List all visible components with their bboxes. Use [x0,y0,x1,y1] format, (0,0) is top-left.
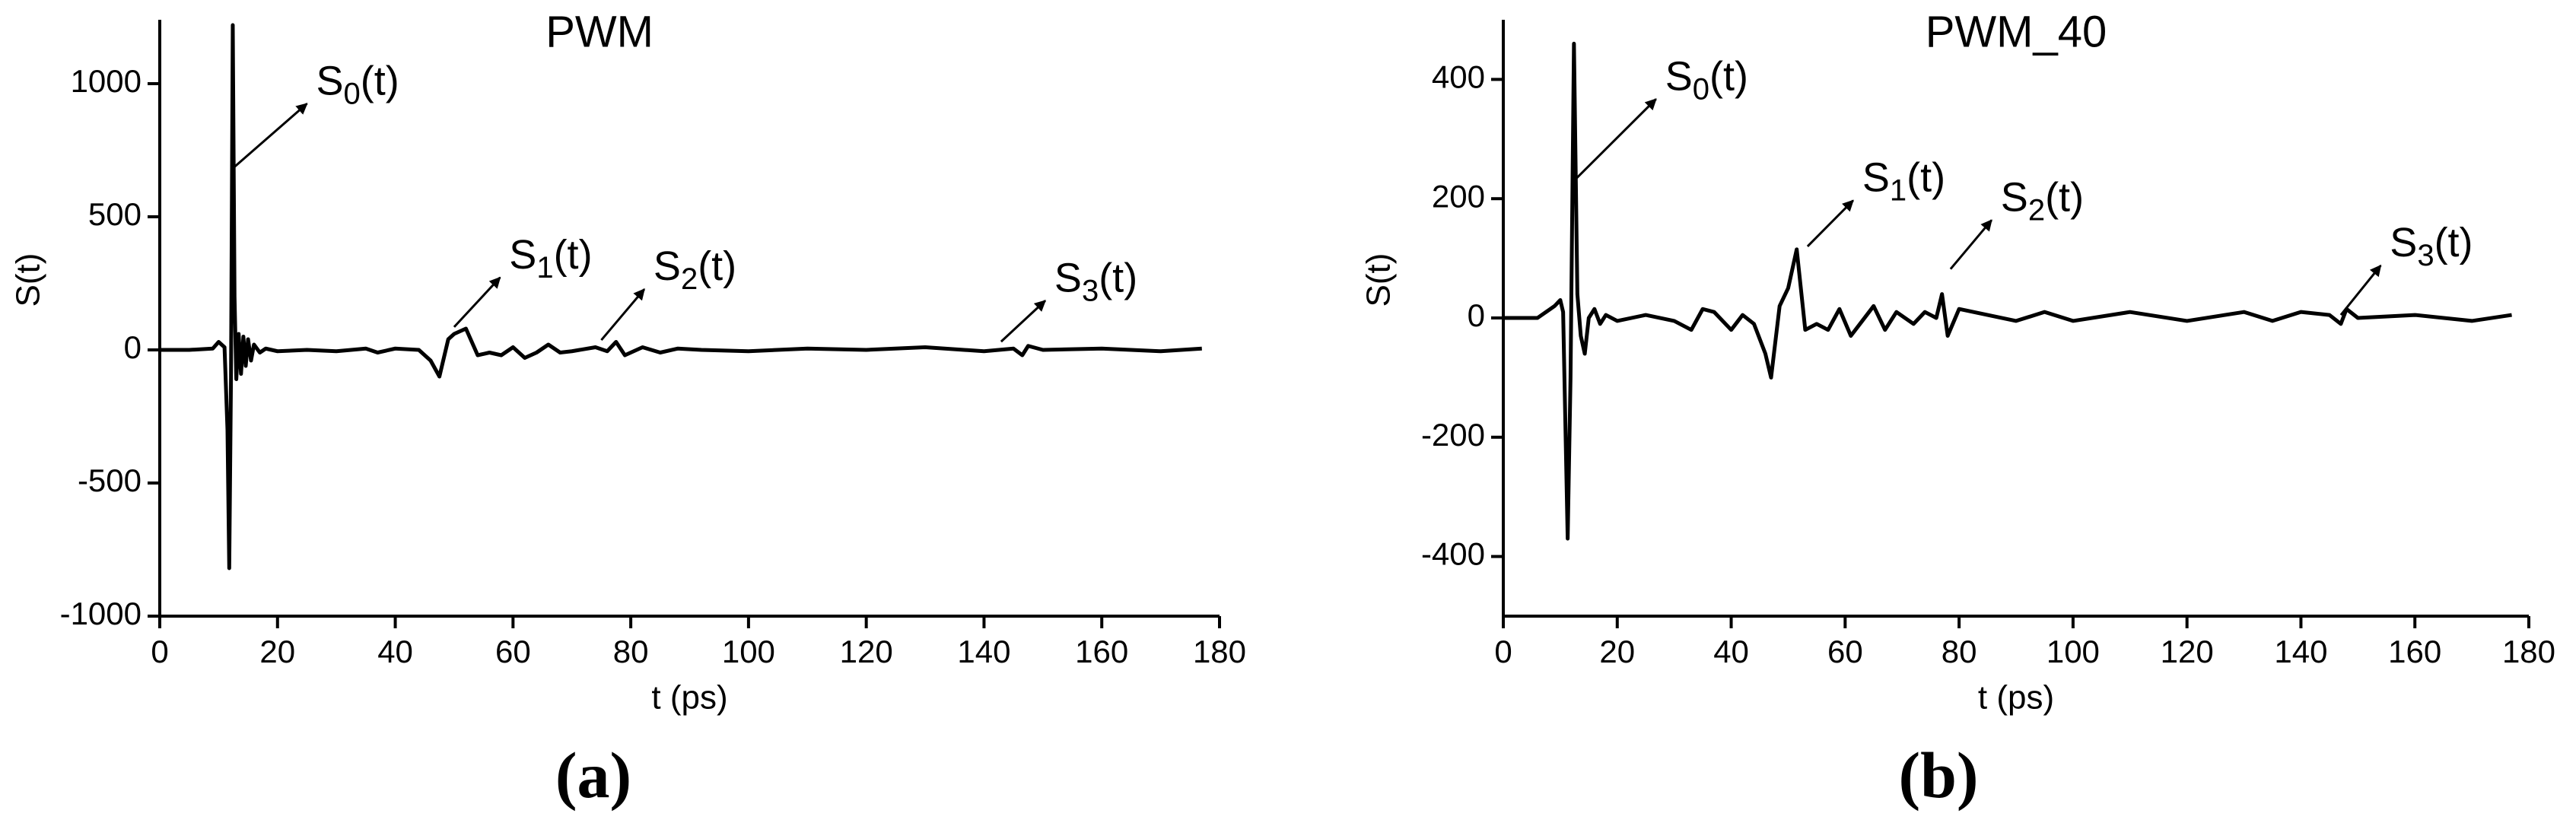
chart-title: PWM [545,7,654,56]
annotation-arrow [231,103,308,170]
x-tick-label: 40 [377,634,413,669]
annotation-subscript: 2 [681,262,698,296]
annotation-arrow [1949,219,1992,270]
x-tick-label: 120 [2161,634,2214,669]
x-tick-label: 100 [722,634,775,669]
annotation-arrow [453,276,501,328]
annotation-subscript: 1 [1890,174,1907,208]
annotation-suffix: (t) [2045,174,2084,220]
annotation-base: S [316,58,343,103]
x-tick-label: 180 [2502,634,2555,669]
annotation-suffix: (t) [1907,155,1945,201]
y-tick-label: 0 [1468,297,1485,333]
x-tick-label: 20 [1599,634,1635,669]
annotation-arrow [1806,199,1854,247]
signal-line [160,23,1202,570]
annotation-base: S [2001,174,2028,220]
x-tick-label: 80 [613,634,649,669]
annotation-subscript: 3 [2417,239,2434,272]
y-tick-label: -400 [1421,536,1485,572]
y-tick-label: 0 [124,329,142,365]
x-axis-label: t (ps) [1978,679,2054,717]
x-tick-label: 180 [1193,634,1246,669]
y-tick-label: -200 [1421,417,1485,453]
annotation-label: S2(t) [2001,174,2084,227]
annotation-suffix: (t) [554,232,593,278]
y-tick-label: 200 [1432,178,1485,214]
annotation-suffix: (t) [361,58,399,103]
x-tick-label: 160 [1075,634,1128,669]
x-tick-label: 60 [495,634,531,669]
y-tick-label: 400 [1432,59,1485,94]
annotation-arrow [1000,300,1047,343]
annotation-subscript: 0 [1693,72,1709,106]
x-tick-label: 0 [1494,634,1512,669]
annotation-base: S [509,232,536,278]
annotation-base: S [1054,255,1082,300]
annotation-subscript: 1 [536,251,553,284]
annotation-suffix: (t) [1099,255,1137,300]
annotation-suffix: (t) [2434,220,2473,265]
annotation-arrow [2339,264,2382,316]
y-tick-label: -1000 [60,596,142,631]
annotation-label: S1(t) [509,232,592,284]
chart-title: PWM_40 [1926,7,2107,56]
x-tick-label: 60 [1827,634,1863,669]
annotation-base: S [2390,220,2417,265]
panel-label: (b) [1898,739,1978,812]
x-axis-label: t (ps) [651,679,727,717]
annotation-label: S0(t) [316,58,399,110]
annotation-label: S2(t) [654,243,736,296]
annotation-arrow [600,288,646,342]
annotation-subscript: 2 [2028,193,2045,227]
signal-line [1503,41,2512,541]
annotation-subscript: 3 [1082,274,1099,307]
panel-label: (a) [555,739,631,812]
x-tick-label: 40 [1713,634,1749,669]
annotation-label: S0(t) [1665,53,1748,106]
annotation-base: S [1665,53,1693,99]
annotation-base: S [654,243,681,289]
x-tick-label: 80 [1942,634,1977,669]
x-tick-label: 140 [957,634,1010,669]
y-tick-label: 1000 [71,63,142,99]
x-tick-label: 0 [151,634,168,669]
x-tick-label: 120 [840,634,893,669]
annotation-subscript: 0 [344,77,361,110]
y-axis-label: S(t) [10,253,47,307]
y-tick-label: -500 [78,462,142,498]
annotation-label: S3(t) [1054,255,1137,307]
annotation-label: S3(t) [2390,220,2473,272]
annotation-suffix: (t) [698,243,736,289]
x-tick-label: 100 [2046,634,2100,669]
annotation-arrow [1573,98,1657,182]
x-tick-label: 20 [259,634,295,669]
annotation-suffix: (t) [1709,53,1748,99]
y-tick-label: 500 [88,196,142,232]
annotation-label: S1(t) [1862,155,1945,208]
x-tick-label: 160 [2388,634,2441,669]
annotation-base: S [1862,155,1890,201]
x-tick-label: 140 [2274,634,2327,669]
y-axis-label: S(t) [1360,253,1398,307]
